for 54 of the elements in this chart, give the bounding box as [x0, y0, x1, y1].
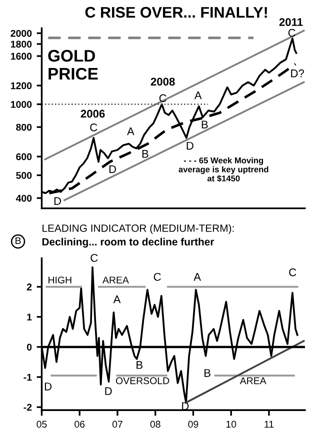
annotation: D?	[291, 69, 304, 78]
x-tick-label: 06	[74, 420, 85, 428]
x-tick-label: 07	[112, 420, 122, 428]
x-tick-label: 09	[188, 420, 198, 428]
annotation: AREA	[240, 377, 266, 384]
annotation: D	[186, 142, 194, 150]
annotation: A	[194, 273, 201, 281]
annotation: B	[136, 361, 143, 369]
y-tick-label: 1800	[10, 40, 32, 48]
annotation: D	[54, 197, 62, 205]
annotation: B	[202, 120, 208, 128]
annotation: C	[90, 123, 98, 132]
annotation: A	[127, 128, 134, 136]
y-tick-label: 1600	[10, 52, 32, 60]
x-tick-label: 10	[226, 420, 236, 428]
y-tick-label: 1200	[10, 82, 32, 90]
annotation: - - - 65 Week Moving average is key uptrend at $1450	[178, 157, 268, 182]
annotation: D	[44, 382, 52, 390]
text: B	[16, 237, 21, 244]
annotation: HIGH	[48, 276, 72, 284]
y-tick-label: 800	[16, 124, 32, 131]
y-tick-label: 2000	[10, 30, 32, 37]
chart-title: LEADING INDICATOR (MEDIUM-TERM):	[42, 224, 234, 234]
text: 2011	[279, 18, 303, 26]
annotation: D	[105, 387, 112, 395]
y-tick-label: 2	[26, 284, 32, 290]
annotation: AREA	[102, 276, 129, 284]
annotation: OVERSOLD	[116, 377, 170, 384]
y-tick-label: -1	[24, 374, 32, 381]
annotation: B	[142, 150, 148, 158]
y-tick-label: 400	[16, 194, 32, 202]
chart-subtitle: Declining... room to decline further	[42, 238, 214, 248]
annotation: D	[109, 165, 116, 174]
x-tick-label: 08	[150, 420, 160, 428]
chart-title: C RISE OVER... FINALLY!	[85, 6, 267, 18]
annotation: C	[159, 94, 166, 102]
annotation: A	[113, 296, 121, 304]
annotation: A	[194, 92, 202, 100]
y-tick-label: 500	[16, 172, 32, 179]
annotation: B	[204, 369, 210, 377]
annotation: GOLD PRICE	[48, 50, 98, 80]
annotation: C	[90, 254, 98, 262]
annotation: C	[154, 272, 161, 281]
x-tick-label: 11	[264, 420, 274, 428]
y-tick-label: 0	[26, 344, 32, 351]
annotation: 2006	[80, 110, 105, 118]
x-tick-label: 05	[36, 420, 47, 428]
annotation: C	[288, 28, 296, 37]
y-tick-label: 600	[16, 153, 32, 160]
annotation: C	[289, 268, 296, 276]
y-tick-label: 1	[27, 314, 32, 320]
y-tick-label: 1000	[10, 100, 32, 108]
y-tick-label: -2	[24, 404, 32, 411]
annotation: 2008	[150, 78, 175, 86]
